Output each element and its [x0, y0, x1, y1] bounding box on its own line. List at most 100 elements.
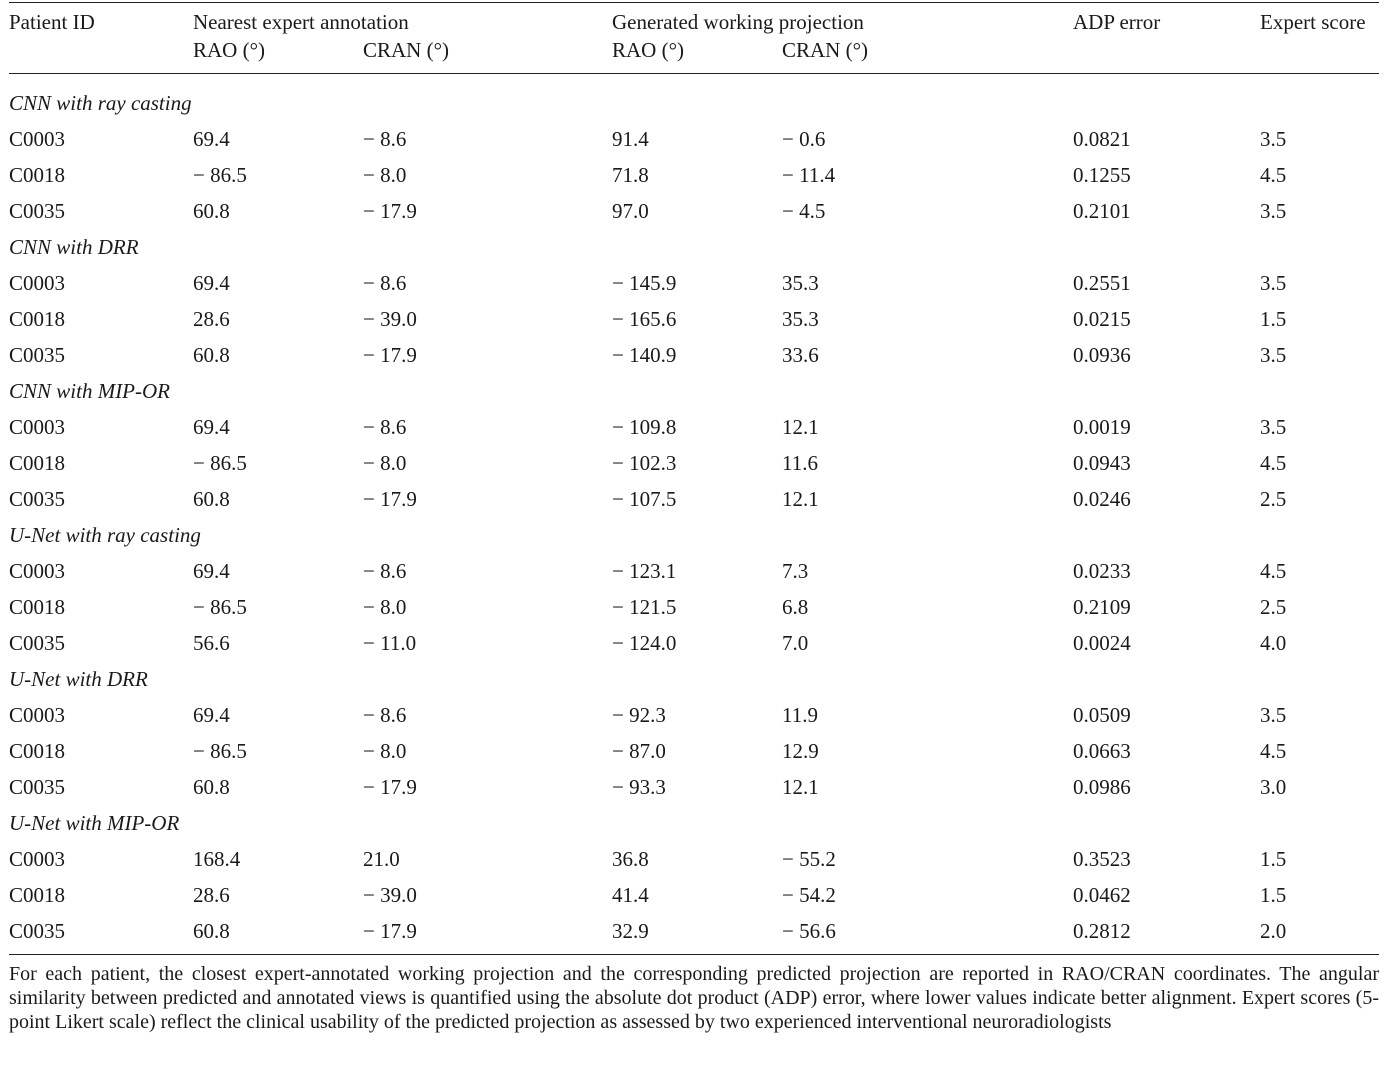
cell-generated-cran: 7.0	[782, 631, 809, 655]
cell-patient-id: C0003	[9, 127, 66, 151]
cell-expert-cran: − 11.0	[363, 631, 417, 655]
section-title: CNN with MIP-OR	[9, 379, 170, 403]
cell-generated-cran: 11.9	[782, 703, 818, 727]
cell-expert-cran: − 17.9	[363, 919, 417, 943]
cell-expert-rao: 60.8	[193, 775, 230, 799]
cell-expert-score: 2.0	[1260, 919, 1287, 943]
cell-expert-score: 1.5	[1260, 307, 1287, 331]
cell-patient-id: C0035	[9, 631, 66, 655]
cell-generated-cran: − 56.6	[782, 919, 836, 943]
cell-expert-cran: − 39.0	[363, 307, 417, 331]
cell-patient-id: C0003	[9, 703, 66, 727]
cell-expert-rao: 69.4	[193, 127, 230, 151]
cell-generated-rao: − 140.9	[612, 343, 677, 367]
table-row: C0018 − 86.5 − 8.0 − 102.3 11.6 0.0943 4.5	[9, 451, 1379, 475]
cell-generated-cran: 11.6	[782, 451, 818, 475]
table-row: C0018 − 86.5 − 8.0 − 87.0 12.9 0.0663 4.5	[9, 739, 1379, 763]
cell-expert-cran: − 8.6	[363, 127, 407, 151]
cell-expert-cran: − 8.6	[363, 415, 407, 439]
cell-generated-rao: − 107.5	[612, 487, 677, 511]
section-title: CNN with DRR	[9, 235, 139, 259]
table-row: C0018 28.6 − 39.0 41.4 − 54.2 0.0462 1.5	[9, 883, 1379, 907]
cell-expert-cran: 21.0	[363, 847, 400, 871]
section-title: U-Net with MIP-OR	[9, 811, 180, 835]
table-row: C0035 60.8 − 17.9 − 140.9 33.6 0.0936 3.5	[9, 343, 1379, 367]
cell-expert-score: 2.5	[1260, 487, 1287, 511]
header-generated-rao: RAO (°)	[612, 38, 684, 62]
cell-generated-rao: − 87.0	[612, 739, 666, 763]
table-row: C0035 60.8 − 17.9 97.0 − 4.5 0.2101 3.5	[9, 199, 1379, 223]
cell-expert-rao: 28.6	[193, 883, 230, 907]
cell-generated-cran: 12.9	[782, 739, 819, 763]
cell-expert-score: 4.5	[1260, 559, 1287, 583]
cell-patient-id: C0035	[9, 919, 66, 943]
header-patient-id: Patient ID	[9, 10, 95, 34]
cell-expert-rao: 28.6	[193, 307, 230, 331]
cell-generated-rao: 97.0	[612, 199, 649, 223]
cell-expert-cran: − 8.6	[363, 271, 407, 295]
section-title: U-Net with DRR	[9, 667, 148, 691]
cell-patient-id: C0035	[9, 775, 66, 799]
cell-adp-error: 0.2551	[1073, 271, 1131, 295]
cell-generated-rao: − 124.0	[612, 631, 677, 655]
table-row: C0018 − 86.5 − 8.0 − 121.5 6.8 0.2109 2.5	[9, 595, 1379, 619]
cell-generated-rao: − 102.3	[612, 451, 677, 475]
cell-generated-rao: − 145.9	[612, 271, 677, 295]
cell-expert-cran: − 17.9	[363, 199, 417, 223]
header-adp-error: ADP error	[1073, 10, 1161, 34]
cell-generated-cran: 35.3	[782, 271, 819, 295]
cell-generated-rao: − 92.3	[612, 703, 666, 727]
cell-generated-rao: − 93.3	[612, 775, 666, 799]
table-row: C0003 69.4 − 8.6 91.4 − 0.6 0.0821 3.5	[9, 127, 1379, 151]
cell-generated-cran: 33.6	[782, 343, 819, 367]
cell-expert-cran: − 8.0	[363, 595, 407, 619]
table-row: C0003 69.4 − 8.6 − 109.8 12.1 0.0019 3.5	[9, 415, 1379, 439]
cell-adp-error: 0.0215	[1073, 307, 1131, 331]
cell-adp-error: 0.0509	[1073, 703, 1131, 727]
cell-expert-score: 4.0	[1260, 631, 1287, 655]
section-title: U-Net with ray casting	[9, 523, 201, 547]
cell-expert-rao: 60.8	[193, 343, 230, 367]
header-nearest-expert-annotation: Nearest expert annotation	[193, 10, 409, 34]
cell-expert-rao: 60.8	[193, 199, 230, 223]
header-expert-rao: RAO (°)	[193, 38, 265, 62]
cell-generated-cran: 12.1	[782, 487, 819, 511]
cell-expert-score: 3.0	[1260, 775, 1287, 799]
cell-adp-error: 0.0936	[1073, 343, 1131, 367]
cell-adp-error: 0.0019	[1073, 415, 1131, 439]
cell-expert-rao: − 86.5	[193, 163, 247, 187]
cell-patient-id: C0018	[9, 883, 66, 907]
cell-expert-cran: − 8.6	[363, 559, 407, 583]
table-row: C0003 69.4 − 8.6 − 92.3 11.9 0.0509 3.5	[9, 703, 1379, 727]
cell-expert-cran: − 8.0	[363, 739, 407, 763]
cell-adp-error: 0.0246	[1073, 487, 1131, 511]
cell-expert-score: 1.5	[1260, 847, 1287, 871]
table-row: C0003 168.4 21.0 36.8 − 55.2 0.3523 1.5	[9, 847, 1379, 871]
table-top-rule	[9, 2, 1379, 3]
cell-generated-cran: 12.1	[782, 775, 819, 799]
cell-generated-rao: − 109.8	[612, 415, 677, 439]
cell-expert-cran: − 8.6	[363, 703, 407, 727]
cell-adp-error: 0.1255	[1073, 163, 1131, 187]
cell-expert-score: 4.5	[1260, 163, 1287, 187]
cell-expert-rao: − 86.5	[193, 739, 247, 763]
cell-patient-id: C0018	[9, 739, 66, 763]
cell-generated-cran: − 54.2	[782, 883, 836, 907]
table-row: C0035 60.8 − 17.9 − 93.3 12.1 0.0986 3.0	[9, 775, 1379, 799]
cell-expert-cran: − 17.9	[363, 487, 417, 511]
cell-generated-rao: 71.8	[612, 163, 649, 187]
cell-adp-error: 0.0024	[1073, 631, 1131, 655]
cell-adp-error: 0.0233	[1073, 559, 1131, 583]
cell-expert-score: 3.5	[1260, 343, 1287, 367]
table-row: C0035 56.6 − 11.0 − 124.0 7.0 0.0024 4.0	[9, 631, 1379, 655]
table-row: C0003 69.4 − 8.6 − 145.9 35.3 0.2551 3.5	[9, 271, 1379, 295]
cell-adp-error: 0.3523	[1073, 847, 1131, 871]
cell-adp-error: 0.0943	[1073, 451, 1131, 475]
header-expert-cran: CRAN (°)	[363, 38, 449, 62]
cell-generated-rao: − 165.6	[612, 307, 677, 331]
cell-generated-rao: 41.4	[612, 883, 649, 907]
cell-expert-rao: 56.6	[193, 631, 230, 655]
cell-expert-score: 1.5	[1260, 883, 1287, 907]
cell-patient-id: C0003	[9, 271, 66, 295]
cell-expert-score: 3.5	[1260, 271, 1287, 295]
